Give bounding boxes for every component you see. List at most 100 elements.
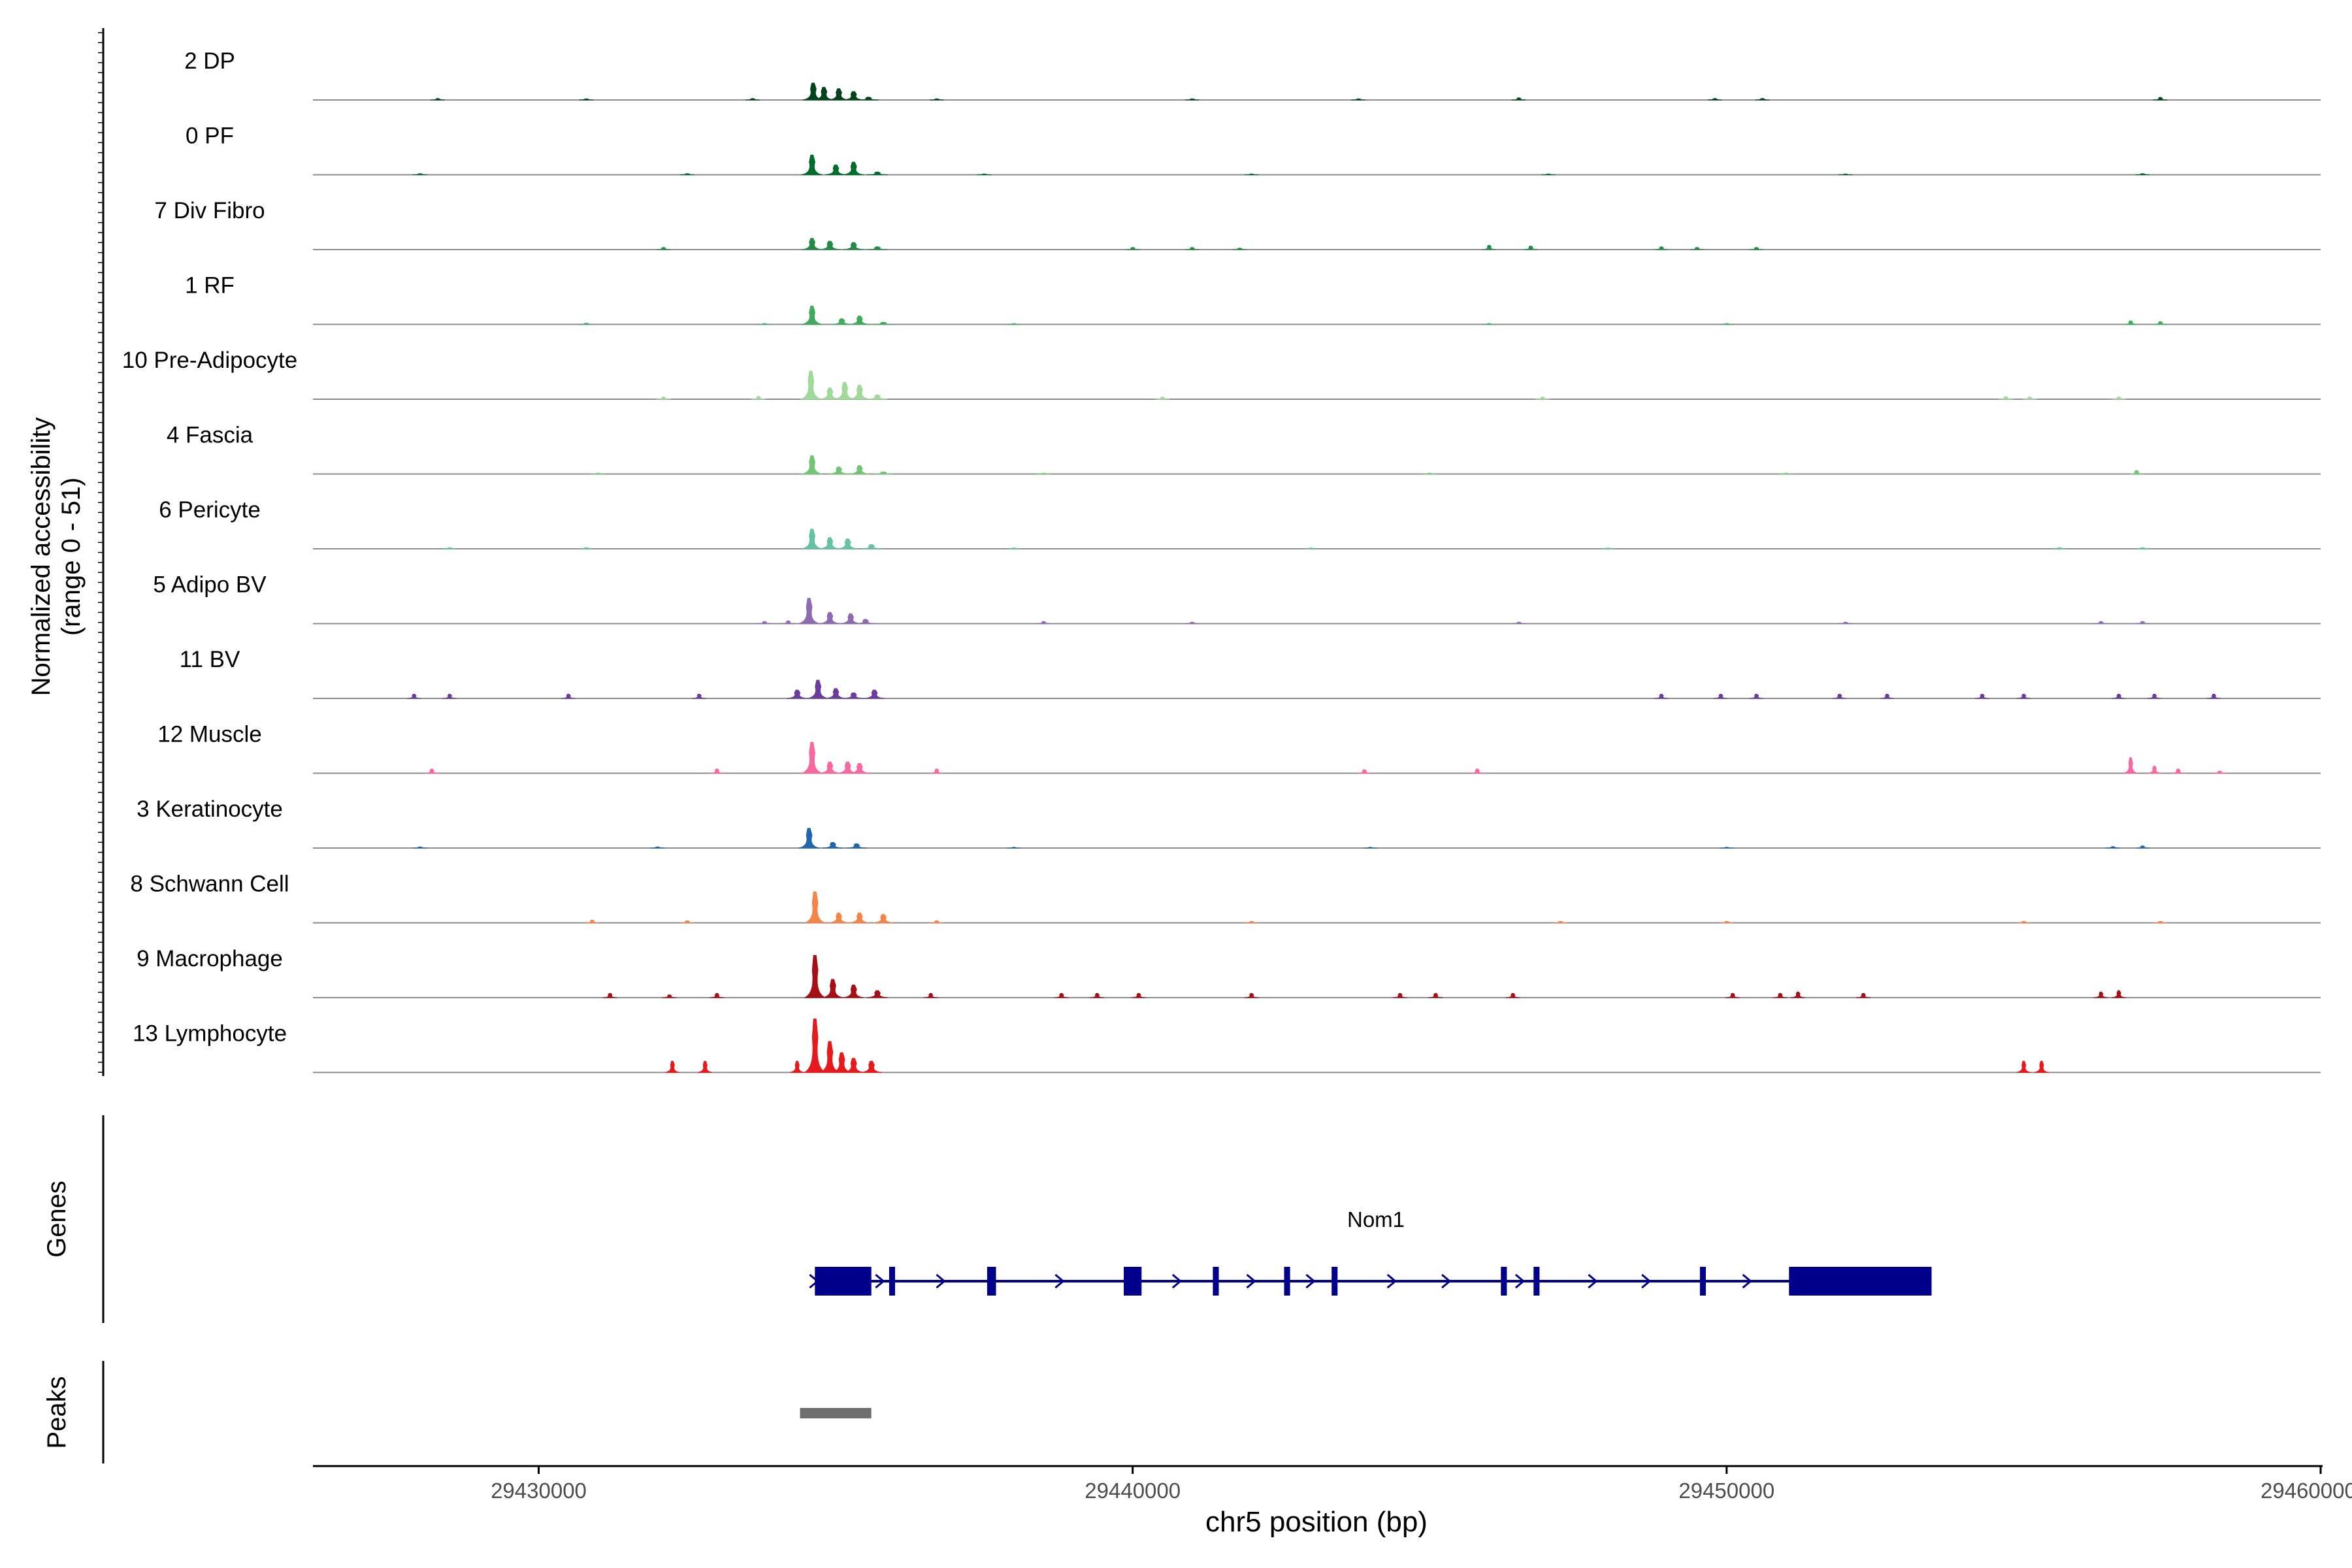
strand-arrow [1641, 1273, 1652, 1289]
coverage-peak [849, 384, 870, 400]
coverage-peak [800, 370, 822, 400]
coverage-peak [828, 466, 849, 474]
coverage-minor-peak [442, 694, 457, 699]
track-label: 8 Schwann Cell [130, 872, 289, 897]
coverage-minor-peak [2105, 846, 2120, 849]
track-13-lymphocyte: 13 Lymphocyte [133, 1019, 2321, 1073]
track-label: 0 PF [186, 123, 234, 149]
coverage-minor-peak [1778, 472, 1793, 474]
coverage-minor-peak [1232, 248, 1247, 250]
coverage-minor-peak [2206, 694, 2221, 699]
coverage-minor-peak [757, 621, 772, 624]
coverage-peak [837, 538, 858, 549]
coverage-minor-peak [1511, 97, 1526, 101]
coverage-peak [801, 742, 823, 774]
coverage-minor-peak [751, 396, 766, 400]
coverage-minor-peak [1553, 921, 1568, 923]
y-axis-title-line2: (range 0 - 51) [57, 478, 86, 636]
coverage-peak [843, 985, 864, 998]
coverage-minor-peak [1755, 98, 1770, 101]
coverage-peak [843, 692, 864, 699]
coverage-minor-peak [1505, 993, 1520, 998]
track-6-pericyte: 6 Pericyte [159, 497, 2321, 549]
coverage-minor-peak [656, 247, 671, 250]
coverage-minor-peak [745, 98, 760, 101]
coverage-peak [843, 91, 864, 101]
coverage-minor-peak [1713, 694, 1728, 699]
coverage-minor-peak [1006, 547, 1021, 549]
coverage-minor-peak [929, 98, 944, 101]
x-axis-title: chr5 position (bp) [1205, 1506, 1428, 1538]
coverage-minor-peak [602, 993, 617, 998]
gene-exon [987, 1267, 996, 1296]
strand-arrow [1588, 1273, 1598, 1289]
coverage-minor-peak [412, 173, 427, 175]
x-tick-label: 29450000 [1678, 1478, 1774, 1503]
track-label: 13 Lymphocyte [133, 1021, 287, 1047]
coverage-minor-peak [1244, 993, 1259, 998]
coverage-minor-peak [929, 768, 944, 774]
coverage-minor-peak [789, 1060, 805, 1073]
coverage-peak [860, 544, 882, 549]
coverage-minor-peak [1832, 694, 1847, 699]
coverage-minor-peak [1036, 621, 1051, 624]
coverage-peak [801, 529, 823, 549]
track-8-schwann-cell: 8 Schwann Cell [130, 872, 2321, 924]
coverage-minor-peak [679, 173, 694, 175]
coverage-peak [849, 316, 870, 325]
track-3-keratinocyte: 3 Keratinocyte [137, 796, 2321, 849]
gene-track: Nom1 [809, 1207, 1932, 1296]
coverage-peak [831, 318, 853, 325]
coverage-minor-peak [561, 694, 576, 699]
track-0-pf: 0 PF [186, 123, 2321, 176]
coverage-minor-peak [710, 768, 725, 774]
strand-arrow [1514, 1273, 1526, 1289]
coverage-minor-peak [2022, 397, 2037, 400]
gene-exon [815, 1267, 872, 1296]
track-1-rf: 1 RF [185, 273, 2321, 325]
gene-exon [1789, 1267, 1932, 1296]
track-10-pre-adipocyte: 10 Pre-Adipocyte [122, 348, 2321, 400]
strand-arrow [1441, 1273, 1452, 1289]
coverage-minor-peak [2153, 97, 2168, 101]
coverage-peak [798, 598, 820, 624]
coverage-minor-peak [1363, 847, 1378, 849]
coverage-peak [822, 841, 843, 849]
gene-label: Nom1 [1347, 1207, 1405, 1232]
coverage-minor-peak [2147, 694, 2162, 699]
coverage-peak [843, 161, 864, 175]
coverage-minor-peak [1006, 847, 1021, 849]
gene-exon [1331, 1267, 1338, 1296]
coverage-minor-peak [1511, 621, 1526, 624]
x-tick-label: 29430000 [491, 1478, 587, 1503]
x-tick-label: 29460000 [2261, 1478, 2352, 1503]
coverage-peak [858, 97, 879, 101]
coverage-minor-peak [1999, 396, 2014, 400]
coverage-minor-peak [412, 846, 427, 849]
left-axes [98, 28, 105, 1463]
gene-exon [1124, 1267, 1142, 1296]
peak-region [800, 1408, 872, 1418]
coverage-minor-peak [579, 98, 594, 101]
coverage-peak [828, 912, 849, 923]
coverage-peak [801, 154, 823, 175]
coverage-minor-peak [2135, 173, 2150, 175]
coverage-peak [872, 471, 894, 474]
coverage-peak [866, 395, 888, 400]
x-axis: 29430000 29440000 29450000 29460000 [313, 1465, 2352, 1503]
coverage-minor-peak [591, 472, 606, 474]
coverage-peak [819, 537, 841, 549]
coverage-minor-peak [1790, 991, 1805, 998]
coverage-minor-peak [1974, 694, 1989, 699]
track-label: 3 Keratinocyte [137, 796, 283, 822]
track-label: 9 Macrophage [137, 946, 283, 972]
coverage-minor-peak [424, 768, 439, 774]
coverage-peak [801, 306, 823, 325]
coverage-minor-peak [1725, 993, 1740, 998]
coverage-minor-peak [923, 993, 938, 998]
coverage-minor-peak [650, 846, 665, 849]
coverage-minor-peak [2153, 921, 2168, 923]
strand-arrow [1171, 1273, 1183, 1289]
coverage-minor-peak [1707, 98, 1722, 101]
